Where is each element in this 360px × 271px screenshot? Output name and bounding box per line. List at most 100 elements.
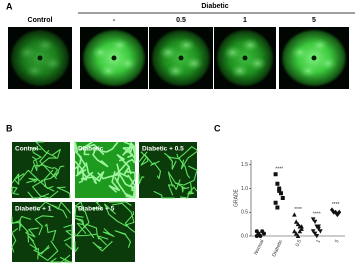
data-point [312, 231, 318, 237]
vessel [38, 240, 59, 261]
vessel [150, 162, 162, 180]
vessel [79, 141, 94, 151]
y-tick-label: 1.5 [241, 162, 248, 168]
vessel [34, 215, 54, 236]
blob [184, 56, 203, 71]
vessel [176, 153, 191, 179]
column-label: 1 [243, 17, 247, 24]
vessel [74, 217, 86, 229]
blob [43, 56, 62, 71]
x-tick-label: 5 [334, 239, 341, 244]
blob [248, 56, 267, 71]
data-point [262, 231, 266, 236]
vessel [44, 223, 57, 242]
vessel [167, 179, 181, 196]
data-point [275, 181, 280, 186]
vessel [76, 222, 95, 239]
vessel [37, 148, 61, 168]
vessel [33, 244, 50, 260]
vessel [108, 201, 132, 206]
data-point [258, 234, 263, 238]
data-point [295, 233, 301, 238]
vessel [116, 163, 136, 188]
significance: **** [275, 167, 283, 173]
optic-disc [111, 55, 117, 61]
data-point [316, 224, 321, 229]
blob [91, 45, 110, 60]
vessel [35, 141, 57, 158]
vessel [119, 172, 136, 192]
blob [223, 45, 242, 60]
vessel [50, 254, 71, 263]
blob [18, 45, 37, 60]
blob [166, 63, 185, 78]
vessel [102, 228, 115, 237]
x-tick-label: Diabetic [271, 238, 284, 257]
blob [25, 63, 44, 78]
data-point [297, 228, 303, 234]
vessel [41, 166, 58, 182]
blob [110, 38, 129, 53]
vessel [74, 204, 90, 228]
data-point [314, 234, 320, 239]
vessel [56, 186, 71, 199]
vessel [32, 180, 59, 199]
column-label: 0.5 [176, 17, 186, 24]
vessel [37, 201, 68, 219]
blob [241, 38, 260, 53]
vessel [104, 203, 128, 227]
vessel [27, 235, 38, 250]
vessel [114, 230, 132, 248]
vessel [140, 151, 149, 166]
vessel [74, 160, 84, 184]
blob [99, 63, 118, 78]
image-label: Diabetic [78, 146, 104, 153]
column-label: Control [28, 17, 53, 24]
data-point [293, 219, 299, 224]
vessel [74, 141, 82, 166]
blob [159, 45, 178, 60]
vessel [175, 165, 198, 186]
panel-label: C [214, 123, 221, 133]
vessel [92, 201, 104, 211]
blob [36, 38, 55, 53]
vessel [63, 236, 73, 250]
vessel [178, 146, 198, 159]
data-point [293, 231, 299, 236]
data-point [280, 196, 285, 200]
panel-label: B [6, 123, 13, 133]
vessel [26, 177, 39, 184]
panel-label: A [6, 1, 13, 11]
significance: **** [294, 207, 302, 213]
image-label: Control [15, 146, 38, 153]
vessel [74, 141, 79, 153]
optic-disc [242, 55, 248, 61]
image-label: Diabetic + 1 [15, 206, 52, 213]
vessel [179, 182, 193, 199]
group-label: Diabetic [201, 3, 228, 10]
data-point [254, 234, 259, 239]
blob [177, 38, 196, 53]
vessel [108, 171, 120, 193]
blob [310, 38, 329, 53]
retina-images: Control - 0.5 1 5 [8, 17, 349, 89]
data-point [295, 221, 301, 227]
blob [290, 45, 309, 60]
data-point [277, 188, 282, 193]
vessel [180, 150, 198, 170]
vessel [11, 227, 19, 253]
vessel [101, 141, 119, 153]
vessel [83, 143, 105, 156]
vessel [11, 173, 25, 185]
vessel [97, 171, 121, 184]
vessel [25, 227, 39, 238]
blob [319, 56, 338, 71]
blob [299, 63, 318, 78]
data-point [337, 209, 342, 215]
vessel [124, 211, 136, 233]
data-point [292, 228, 297, 234]
vessel [51, 165, 65, 179]
vessel [39, 149, 58, 180]
optic-disc [178, 55, 184, 61]
